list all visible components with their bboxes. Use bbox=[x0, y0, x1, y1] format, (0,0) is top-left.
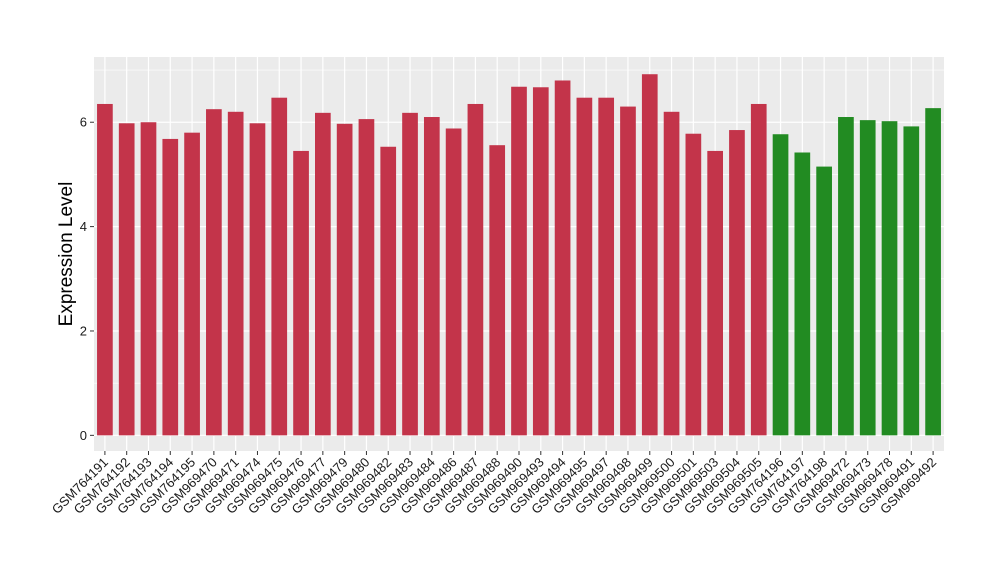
bar-GSM764191 bbox=[97, 103, 113, 436]
bars bbox=[97, 74, 941, 436]
y-tick-label: 6 bbox=[80, 115, 87, 130]
bar-GSM969471 bbox=[227, 111, 244, 436]
bar-GSM969470 bbox=[206, 109, 222, 436]
y-axis: 0 2 4 6 bbox=[80, 115, 94, 443]
bar-GSM764197 bbox=[794, 152, 811, 436]
bar-GSM969492 bbox=[925, 108, 941, 436]
bar-GSM969504 bbox=[729, 130, 745, 436]
bar-GSM969478 bbox=[881, 121, 898, 436]
bar-GSM969483 bbox=[402, 112, 418, 436]
bar-GSM969491 bbox=[903, 126, 920, 436]
bar-GSM969505 bbox=[750, 103, 767, 436]
bar-GSM969477 bbox=[315, 112, 331, 436]
bar-GSM969498 bbox=[620, 106, 636, 436]
bar-GSM969486 bbox=[445, 128, 462, 436]
bar-GSM969501 bbox=[685, 133, 702, 436]
bar-GSM969480 bbox=[358, 119, 375, 436]
bar-GSM764198 bbox=[816, 166, 832, 436]
bar-GSM969474 bbox=[249, 123, 266, 436]
bar-GSM969500 bbox=[663, 111, 680, 436]
bar-GSM969495 bbox=[576, 97, 593, 436]
y-axis-title: Expression Level bbox=[56, 182, 77, 327]
bar-GSM969475 bbox=[271, 97, 288, 436]
bar-GSM764196 bbox=[772, 134, 789, 436]
bar-GSM969503 bbox=[707, 150, 723, 436]
bar-GSM969476 bbox=[293, 150, 309, 436]
bar-GSM969482 bbox=[380, 146, 397, 436]
x-axis: GSM764191GSM764192GSM764193GSM764194GSM7… bbox=[49, 451, 939, 517]
bar-GSM969473 bbox=[859, 120, 876, 436]
bar-GSM969494 bbox=[554, 80, 571, 436]
bar-GSM969497 bbox=[598, 97, 615, 436]
y-tick-label: 2 bbox=[80, 323, 87, 338]
bar-GSM969487 bbox=[467, 103, 484, 436]
bar-GSM969499 bbox=[641, 74, 658, 436]
bar-GSM764194 bbox=[162, 138, 179, 436]
y-tick-label: 4 bbox=[80, 219, 87, 234]
bar-GSM969493 bbox=[532, 87, 549, 436]
bar-GSM969484 bbox=[423, 117, 440, 436]
bar-GSM969488 bbox=[489, 145, 506, 436]
bar-GSM764192 bbox=[118, 123, 135, 436]
y-tick-label: 0 bbox=[80, 428, 87, 443]
bar-GSM764195 bbox=[184, 132, 200, 436]
bar-GSM764193 bbox=[140, 122, 157, 436]
bar-GSM969479 bbox=[336, 123, 353, 436]
bar-GSM969490 bbox=[511, 86, 527, 436]
bar-GSM969472 bbox=[838, 117, 854, 436]
